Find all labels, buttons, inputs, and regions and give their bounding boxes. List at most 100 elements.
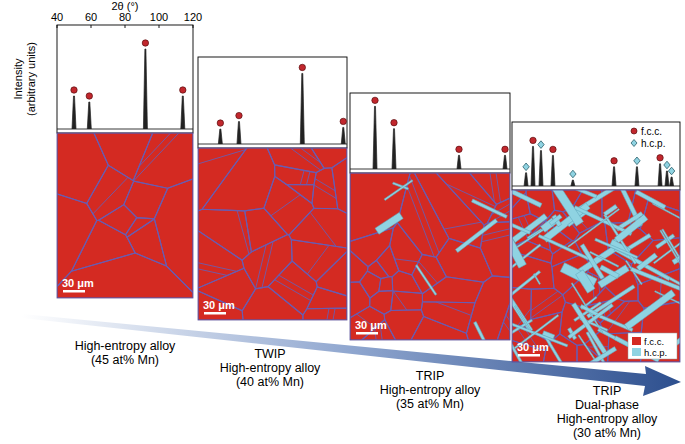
xrd-peak (551, 155, 555, 186)
grain-boundary (350, 228, 393, 267)
scale-bar-label: 30 μm (203, 299, 235, 311)
panel-caption: High-entropy alloy (220, 361, 321, 375)
hcp-lath (533, 274, 540, 285)
twin-boundary (436, 302, 471, 316)
grain-boundary (198, 209, 251, 260)
xrd-baseline (512, 186, 680, 187)
peak-marker (538, 141, 544, 149)
xrd-peak (181, 96, 185, 129)
map-legend-box (628, 333, 677, 359)
xrd-peak (670, 177, 674, 186)
x-tick (159, 25, 160, 28)
hcp-lath (625, 290, 676, 330)
twin-boundary (409, 176, 439, 253)
twin-boundary (407, 186, 434, 257)
grain-boundary (87, 165, 134, 220)
map-frame (198, 148, 347, 320)
x-tick (91, 25, 92, 28)
twin-boundary (307, 245, 329, 274)
scale-bar-label: 30 μm (62, 277, 94, 289)
map-frame (350, 173, 510, 340)
y-axis-title: (arbitrary units) (25, 42, 37, 116)
twin-boundary (314, 185, 336, 198)
panel-background (198, 57, 347, 320)
grain-boundary (384, 310, 423, 340)
peak-marker (180, 87, 186, 93)
twin-boundary (393, 291, 407, 310)
xrd-peak (531, 146, 535, 186)
hcp-lath (549, 214, 562, 225)
legend-label: f.c.c. (641, 126, 662, 137)
grain-boundary (242, 287, 303, 320)
xrd-peak (665, 171, 669, 186)
xrd-peak (72, 96, 76, 129)
peak-marker (611, 158, 617, 164)
map-background (198, 148, 347, 320)
grain-boundary (376, 245, 398, 276)
panel: 30 μm (350, 93, 510, 347)
grain-boundary (267, 148, 324, 173)
grain-boundary (312, 168, 338, 209)
peak-marker (634, 157, 640, 165)
twin-boundary (262, 242, 273, 288)
grain-boundary (303, 308, 347, 320)
panel-caption: High-entropy alloy (75, 339, 176, 353)
figure: 4060801001202θ (°)Intensity(arbitrary un… (0, 0, 685, 444)
map-frame (512, 190, 680, 362)
grain-boundary (307, 287, 347, 309)
peak-marker (86, 93, 92, 99)
twin-boundary (315, 179, 335, 191)
grain-boundary (202, 148, 275, 211)
grain-boundary (421, 302, 475, 334)
twin-boundary (198, 150, 246, 164)
twin-boundary (256, 245, 267, 289)
twin-boundary (271, 195, 300, 216)
scale-bar (518, 354, 540, 357)
grain-boundary (436, 173, 496, 225)
peak-marker (217, 120, 223, 126)
peak-marker (236, 112, 242, 118)
xrd-peak (457, 155, 461, 169)
legend-marker (631, 140, 637, 147)
twin-boundary (333, 308, 335, 320)
panel-caption: (40 at% Mn) (236, 375, 304, 389)
xrd-plot (198, 64, 347, 144)
hcp-lath (615, 214, 648, 242)
x-tick (57, 25, 58, 28)
xrd-baseline (57, 129, 193, 130)
twin-boundary (198, 269, 227, 276)
peak-marker (340, 118, 346, 124)
map-legend-swatch (632, 348, 641, 356)
peak-marker (530, 137, 536, 143)
hcp-lath (541, 190, 583, 226)
xrd-peak (218, 129, 222, 144)
twin-boundary (446, 184, 495, 207)
grain-boundary (287, 185, 314, 204)
twin-boundary (327, 308, 329, 320)
peak-marker (664, 161, 670, 169)
hcp-lath (471, 199, 507, 218)
twin-boundary (481, 235, 510, 242)
peak-marker (502, 146, 508, 152)
peak-marker (391, 119, 397, 125)
scale-bar (356, 332, 378, 335)
peak-marker (570, 170, 576, 178)
xrd-peak (341, 127, 345, 144)
hcp-lath (455, 219, 497, 253)
hcp-lath (563, 190, 597, 198)
xrd-frame (57, 25, 193, 133)
panel-caption: (30 at% Mn) (573, 426, 641, 440)
xrd-peak (503, 155, 507, 169)
xrd-peak (237, 122, 241, 144)
peak-marker (456, 146, 462, 152)
scale-bar-label: 30 μm (355, 319, 387, 331)
xrd-peak (87, 102, 91, 129)
hcp-lath (512, 239, 526, 268)
grain-boundary (275, 165, 317, 185)
panel-caption: TWIP (254, 347, 285, 361)
grain-boundary (497, 303, 510, 340)
grain-boundary (126, 218, 155, 238)
map-background (57, 133, 193, 298)
grain-boundary (311, 148, 347, 168)
grain-boundary (360, 271, 381, 298)
